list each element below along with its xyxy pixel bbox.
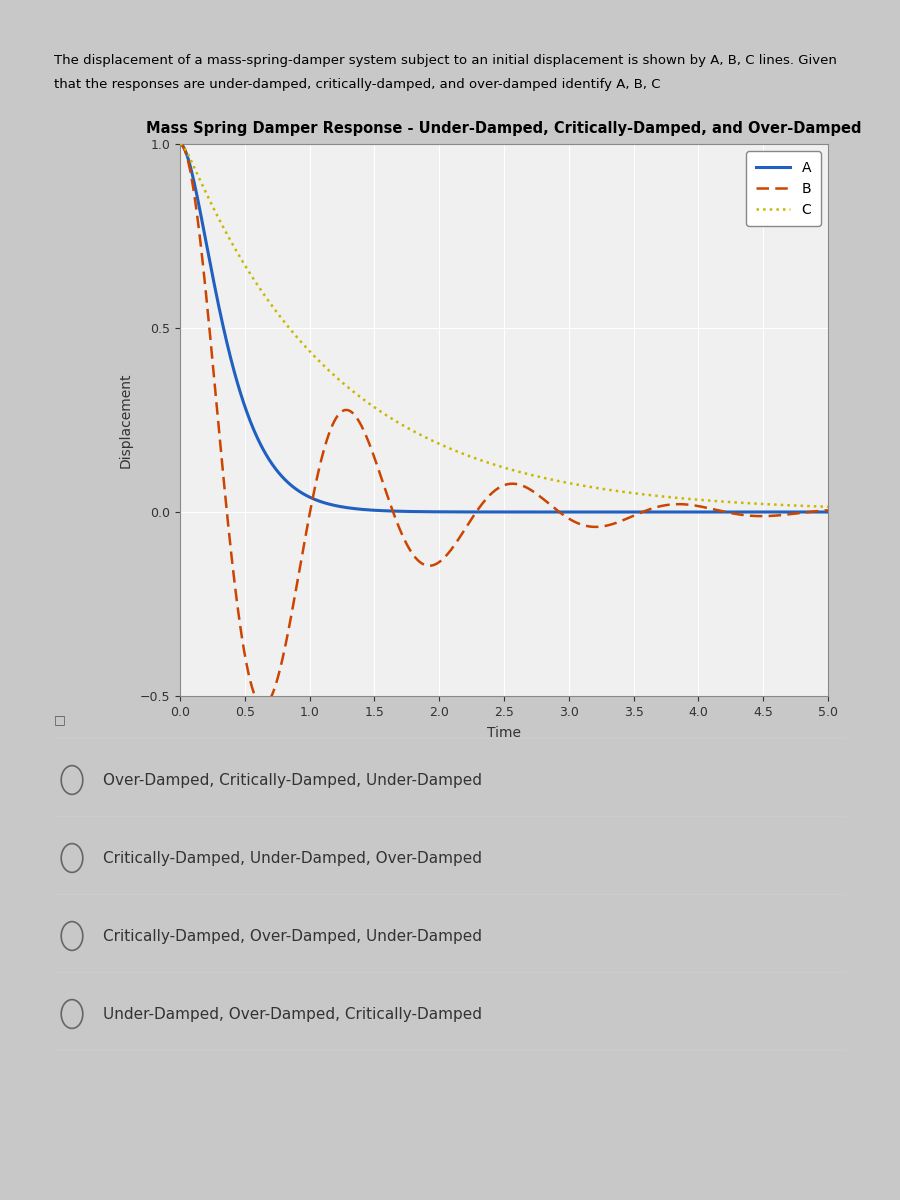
Text: Critically-Damped, Under-Damped, Over-Damped: Critically-Damped, Under-Damped, Over-Da…	[104, 851, 482, 865]
A	[287, 479, 298, 493]
B	[248, 686, 259, 701]
Line: C: C	[180, 144, 828, 506]
A	[810, 505, 821, 520]
A	[423, 504, 434, 518]
B	[287, 601, 298, 616]
Y-axis label: Displacement: Displacement	[119, 372, 133, 468]
A	[248, 422, 259, 437]
C	[451, 444, 462, 458]
Text: that the responses are under-damped, critically-damped, and over-damped identify: that the responses are under-damped, cri…	[54, 78, 661, 91]
C	[823, 499, 833, 514]
B	[257, 698, 268, 713]
A	[823, 505, 833, 520]
B	[823, 503, 833, 517]
Line: A: A	[180, 144, 828, 512]
C	[175, 137, 185, 151]
B	[452, 534, 463, 548]
C	[810, 499, 821, 514]
Text: Under-Damped, Over-Damped, Critically-Damped: Under-Damped, Over-Damped, Critically-Da…	[104, 1007, 482, 1021]
A	[175, 137, 185, 151]
Line: B: B	[180, 144, 828, 706]
B	[741, 508, 751, 522]
Title: Mass Spring Damper Response - Under-Damped, Critically-Damped, and Over-Damped: Mass Spring Damper Response - Under-Damp…	[146, 121, 862, 136]
Text: Over-Damped, Critically-Damped, Under-Damped: Over-Damped, Critically-Damped, Under-Da…	[104, 773, 482, 787]
C	[740, 496, 751, 510]
C	[248, 272, 259, 287]
Text: □: □	[54, 714, 66, 726]
B	[175, 137, 185, 151]
A	[451, 505, 462, 520]
B	[810, 504, 821, 518]
A	[740, 505, 751, 520]
B	[423, 558, 434, 572]
X-axis label: Time: Time	[487, 726, 521, 739]
C	[287, 324, 298, 338]
Legend: A, B, C: A, B, C	[746, 151, 821, 227]
Text: The displacement of a mass-spring-damper system subject to an initial displaceme: The displacement of a mass-spring-damper…	[54, 54, 837, 67]
Text: Critically-Damped, Over-Damped, Under-Damped: Critically-Damped, Over-Damped, Under-Da…	[104, 929, 482, 943]
C	[423, 432, 434, 446]
